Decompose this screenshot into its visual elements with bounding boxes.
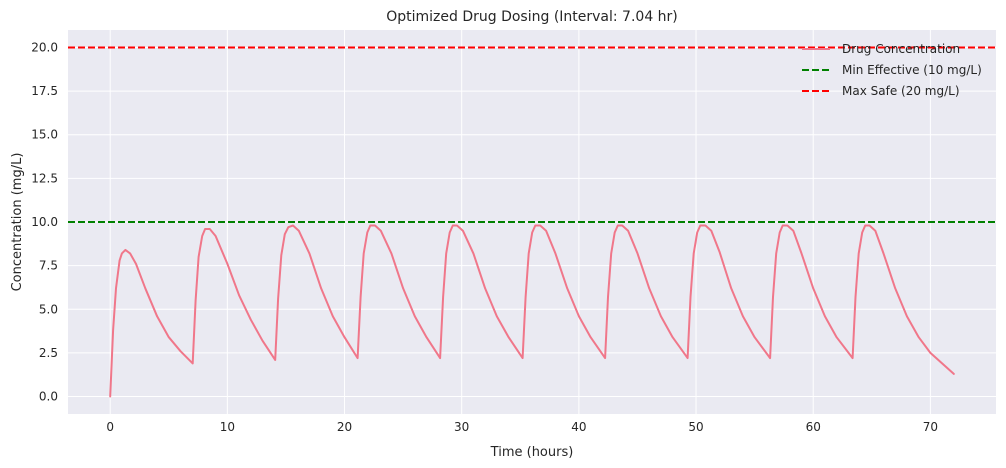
data-layer [68, 46, 996, 398]
y-tick-label: 2.5 [39, 346, 58, 360]
y-tick-label: 5.0 [39, 302, 58, 316]
y-tick-label: 0.0 [39, 390, 58, 404]
legend-label: Max Safe (20 mg/L) [842, 84, 960, 98]
chart-title: Optimized Drug Dosing (Interval: 7.04 hr… [386, 9, 678, 25]
y-tick-label: 20.0 [31, 40, 58, 54]
concentration-line [109, 224, 955, 398]
x-tick-label: 0 [106, 420, 114, 434]
y-tick-label: 17.5 [31, 84, 58, 98]
x-tick-label: 30 [454, 420, 469, 434]
x-tick-label: 20 [337, 420, 352, 434]
y-tick-label: 15.0 [31, 128, 58, 142]
legend: Drug Concentration Min Effective (10 mg/L… [802, 42, 982, 98]
legend-label: Drug Concentration [842, 42, 960, 56]
x-tick-label: 10 [220, 420, 235, 434]
tick-labels: 0 10 20 30 40 50 60 70 0.0 2.5 5.0 7.5 10.0 12.5 15.0 1… [31, 40, 938, 434]
y-tick-label: 7.5 [39, 259, 58, 273]
x-axis-label: Time (hours) [490, 445, 574, 460]
x-tick-label: 40 [571, 420, 586, 434]
legend-label: Min Effective (10 mg/L) [842, 63, 982, 77]
y-axis-label: Concentration (mg/L) [10, 153, 25, 292]
x-tick-label: 70 [923, 420, 938, 434]
y-tick-label: 12.5 [31, 171, 58, 185]
x-tick-label: 50 [688, 420, 703, 434]
y-tick-label: 10.0 [31, 215, 58, 229]
x-tick-label: 60 [806, 420, 821, 434]
